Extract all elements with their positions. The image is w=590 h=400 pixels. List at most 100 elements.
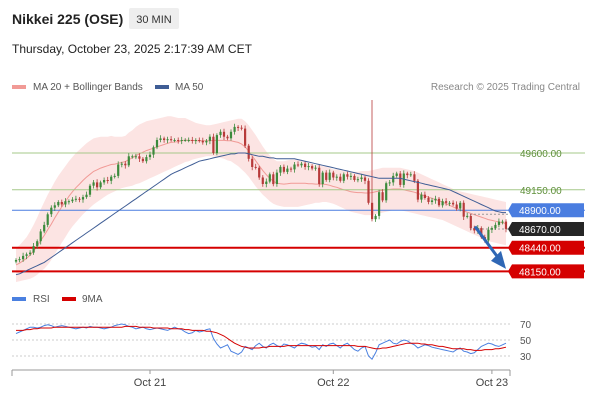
candle <box>155 137 159 150</box>
candle <box>64 198 67 208</box>
candle <box>504 219 508 233</box>
candle <box>67 199 70 205</box>
candle <box>332 170 335 181</box>
candle <box>22 252 25 262</box>
candle <box>205 139 208 146</box>
x-tick-label: Oct 22 <box>317 377 349 389</box>
x-tick-label: Oct 23 <box>476 377 508 389</box>
x-tick-label: Oct 21 <box>134 377 166 389</box>
candle <box>145 154 148 164</box>
candle <box>374 214 377 222</box>
candle <box>289 166 293 173</box>
level-label-box-48440-00 <box>508 240 584 255</box>
candle <box>78 197 81 203</box>
candle <box>177 137 180 144</box>
rsi-ma9-line <box>16 325 507 351</box>
interval-badge-bg[interactable] <box>129 8 179 29</box>
candle <box>307 163 310 171</box>
candle <box>339 173 342 183</box>
candle <box>437 197 441 208</box>
candle <box>134 153 137 160</box>
candle <box>466 212 469 219</box>
candle <box>282 164 285 174</box>
candle <box>222 128 226 140</box>
legend-swatch-ma50 <box>155 85 169 89</box>
candle <box>420 192 423 203</box>
candle <box>434 195 437 204</box>
timestamp: Thursday, October 23, 2025 2:17:39 AM CE… <box>12 42 253 56</box>
candle <box>208 134 211 145</box>
candle <box>18 256 21 263</box>
interval-badge[interactable]: 30 MIN <box>136 14 172 26</box>
candle <box>148 151 152 160</box>
candle <box>371 100 374 222</box>
price-level-labels: 49600.00 49150.00 48900.00 48670.00 48440.00… <box>508 149 584 279</box>
candle <box>353 174 356 182</box>
candle <box>385 181 388 203</box>
candle <box>360 174 363 182</box>
rsi-panel: 70 50 30 <box>12 320 532 363</box>
level-label-48670-00: 48670.00 <box>519 225 561 236</box>
candle <box>346 171 349 180</box>
rsi-tick-50: 50 <box>520 336 532 347</box>
candle <box>367 178 370 205</box>
candle <box>180 136 183 145</box>
candle <box>430 197 434 205</box>
candle <box>244 125 247 148</box>
candle <box>124 161 127 169</box>
level-label-box-48670-00 <box>508 222 584 236</box>
candle <box>173 138 176 143</box>
candle <box>363 175 367 185</box>
candle <box>14 258 18 264</box>
legend-swatch-ma9 <box>62 297 76 301</box>
candle <box>43 221 46 234</box>
candle <box>304 161 307 170</box>
candle <box>335 174 338 181</box>
candle <box>494 222 497 230</box>
candle <box>103 177 106 185</box>
level-label-49600-00: 49600.00 <box>520 149 562 160</box>
candle <box>237 125 240 131</box>
candle <box>50 205 53 217</box>
candle <box>321 170 324 188</box>
candle <box>25 252 28 260</box>
candle <box>254 163 257 170</box>
candle <box>381 189 384 203</box>
candle <box>487 226 490 244</box>
legend-label-rsi: RSI <box>33 294 50 305</box>
candle <box>473 225 476 234</box>
candle <box>325 170 328 182</box>
candle <box>32 243 35 255</box>
candle <box>378 189 381 220</box>
legend-swatch-rsi <box>12 297 26 301</box>
candle <box>409 171 412 177</box>
candle <box>349 172 352 180</box>
forecast-arrow-head <box>491 250 506 269</box>
candle <box>279 165 282 176</box>
candle <box>92 180 95 189</box>
candle <box>445 198 448 206</box>
forecast-arrow-shaft <box>473 225 501 260</box>
candle <box>219 129 222 138</box>
candle <box>81 194 85 203</box>
legend-label-bollinger: MA 20 + Bollinger Bands <box>33 82 143 93</box>
candle <box>106 176 109 184</box>
candle <box>138 153 141 162</box>
candle <box>311 164 314 171</box>
chart-header: Nikkei 225 (OSE) 30 MIN Thursday, Octobe… <box>12 8 253 56</box>
candle <box>120 161 123 168</box>
candle <box>356 176 359 183</box>
candle <box>96 179 99 191</box>
x-axis: Oct 21 Oct 22 Oct 23 <box>11 369 511 389</box>
price-legend: MA 20 + Bollinger Bands MA 50 Research ©… <box>12 82 580 93</box>
level-label-49150-00: 49150.00 <box>520 186 562 197</box>
candle <box>455 201 458 211</box>
candle <box>85 191 88 199</box>
candle <box>441 198 444 208</box>
candle <box>395 171 398 178</box>
candle <box>233 123 236 135</box>
candle <box>215 133 218 156</box>
candle <box>497 218 501 228</box>
candle <box>184 138 187 142</box>
